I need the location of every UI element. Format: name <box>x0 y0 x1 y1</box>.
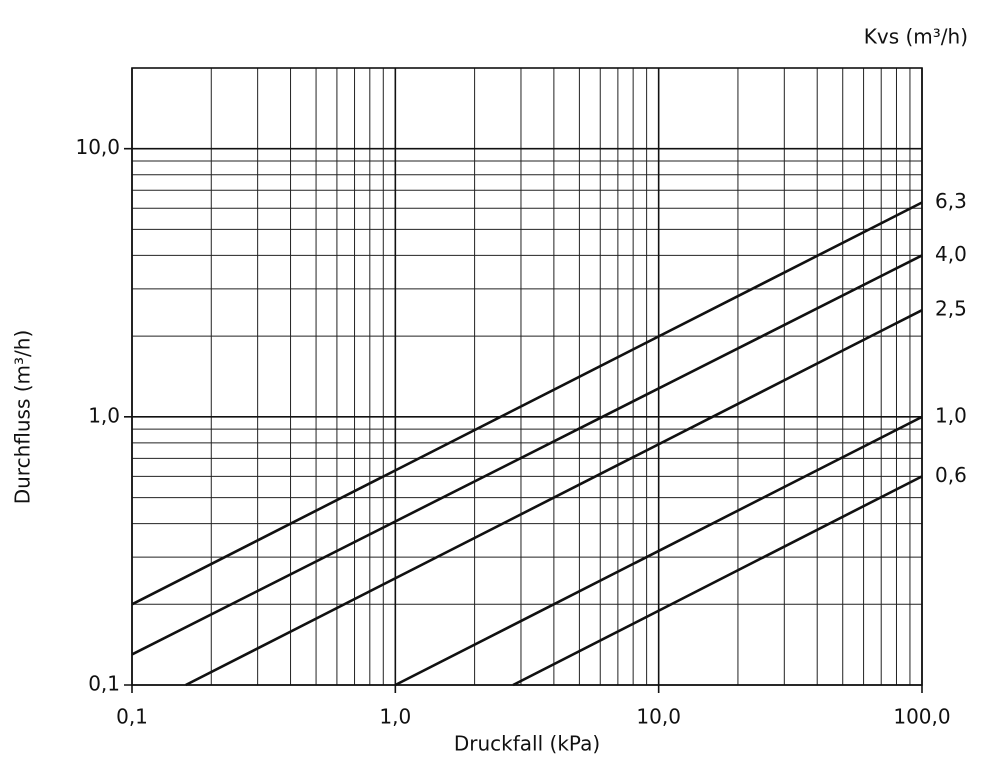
kvs-line <box>131 201 923 606</box>
y-tick-label: 10,0 <box>75 135 120 159</box>
kvs-line <box>185 308 923 687</box>
kvs-line <box>131 254 923 656</box>
x-tick-label: 10,0 <box>636 705 681 729</box>
x-tick-label: 0,1 <box>116 705 148 729</box>
y-tick-label: 1,0 <box>88 403 120 427</box>
x-tick-label: 100,0 <box>893 705 950 729</box>
series-label: 4,0 <box>935 242 967 266</box>
series-label: 1,0 <box>935 403 967 427</box>
x-tick-label: 1,0 <box>379 705 411 729</box>
y-axis-label: Durchfluss (m³/h) <box>11 330 35 505</box>
series-label: 6,3 <box>935 189 967 213</box>
kvs-line <box>394 415 923 687</box>
legend-title: Kvs (m³/h) <box>864 25 968 49</box>
x-axis-label: Druckfall (kPa) <box>454 732 600 756</box>
y-tick-label: 0,1 <box>88 672 120 696</box>
kvs-line <box>512 475 923 687</box>
series-label: 2,5 <box>935 297 967 321</box>
series-label: 0,6 <box>935 463 967 487</box>
